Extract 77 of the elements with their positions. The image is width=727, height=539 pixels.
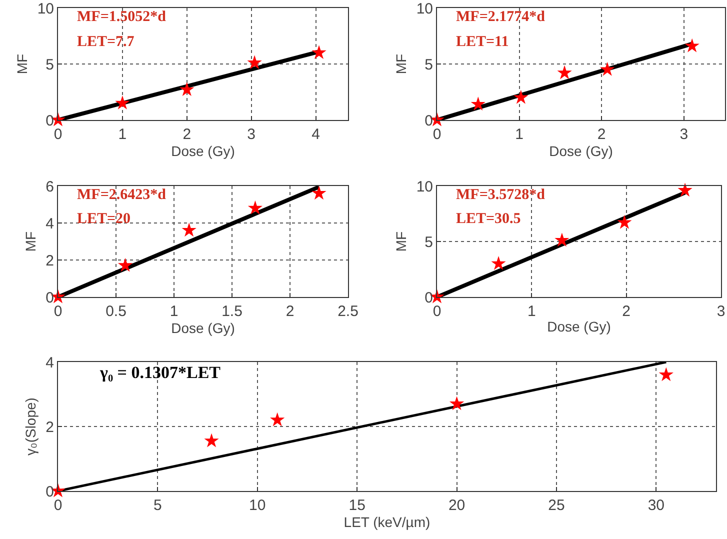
point (115, 96, 130, 110)
x-axis-title: Dose (Gy) (547, 318, 611, 334)
x-tick-label: 1 (118, 126, 127, 143)
annotation: MF=1.5052*d (77, 9, 167, 25)
x-tick-label: 3 (680, 126, 688, 143)
point (248, 200, 263, 214)
point (658, 367, 674, 382)
y-tick-label: 6 (46, 178, 54, 196)
x-axis-title: LET (keV/µm) (344, 514, 430, 530)
x-tick-label: 2 (597, 126, 606, 143)
point (684, 38, 700, 52)
annotation: LET=11 (456, 34, 509, 50)
annotation: LET=20 (77, 211, 131, 227)
y-tick-label: 2 (46, 252, 54, 270)
y-tick-label: 0 (424, 112, 433, 130)
x-tick-label: 3 (716, 303, 726, 320)
y-tick-label: 5 (424, 56, 433, 74)
x-tick-label: 0.5 (106, 303, 126, 320)
x-tick-label: 10 (249, 497, 266, 514)
x-tick-label: 2 (622, 303, 630, 320)
x-axis-title: Dose (Gy) (171, 320, 235, 336)
annotation: γ₀ = 0.1307*LET (99, 363, 222, 382)
point (247, 55, 262, 70)
point (678, 182, 692, 197)
annotation: MF=3.5728*d (456, 187, 546, 203)
annotation: LET=30.5 (456, 211, 521, 227)
point (312, 186, 326, 200)
point (557, 65, 572, 80)
point (270, 412, 285, 426)
x-tick-label: 1.5 (222, 303, 242, 320)
y-tick-label: 0 (46, 112, 54, 130)
point (554, 232, 570, 247)
point (617, 214, 632, 229)
x-tick-label: 30 (648, 497, 665, 514)
x-tick-label: 1 (528, 303, 536, 320)
x-tick-label: 3 (247, 126, 256, 143)
y-tick-label: 5 (424, 234, 433, 251)
y-tick-label: 0 (46, 483, 54, 500)
point (182, 222, 196, 237)
point (312, 45, 326, 60)
y-tick-label: 4 (46, 215, 54, 232)
point (514, 90, 528, 104)
x-tick-label: 25 (548, 497, 565, 514)
point (470, 96, 486, 111)
y-tick-label: 10 (416, 178, 433, 196)
annotation: MF=2.6423*d (77, 187, 167, 203)
y-tick-label: 4 (46, 354, 54, 372)
x-axis-title: Dose (Gy) (171, 143, 235, 159)
y-tick-label: 2 (46, 418, 54, 436)
y-axis-title: MF (392, 54, 409, 74)
y-axis-title: MF (392, 231, 409, 252)
y-tick-label: 10 (416, 0, 433, 18)
point (204, 433, 219, 448)
x-tick-label: 2 (182, 126, 192, 143)
point (118, 258, 133, 272)
x-tick-label: 1 (515, 126, 524, 143)
x-tick-label: 15 (348, 497, 366, 514)
x-tick-label: 4 (312, 126, 320, 143)
point (600, 62, 615, 76)
x-tick-label: 5 (154, 497, 162, 514)
point (180, 82, 194, 96)
y-axis-title: MF (14, 54, 30, 74)
x-tick-label: 20 (448, 497, 466, 514)
annotation: MF=2.1774*d (456, 9, 546, 25)
point (491, 256, 506, 270)
y-axis-title: γ₀(Slope) (22, 398, 38, 456)
y-tick-label: 0 (46, 289, 54, 306)
y-tick-label: 10 (37, 0, 54, 18)
x-tick-label: 2.5 (338, 303, 358, 320)
y-axis-title: MF (22, 231, 38, 252)
y-tick-label: 0 (424, 289, 433, 306)
y-tick-label: 5 (46, 56, 54, 74)
annotation: LET=7.7 (77, 34, 135, 50)
x-axis-title: Dose (Gy) (549, 143, 613, 159)
x-tick-label: 1 (170, 303, 178, 320)
point (449, 396, 464, 410)
x-tick-label: 2 (286, 303, 294, 320)
